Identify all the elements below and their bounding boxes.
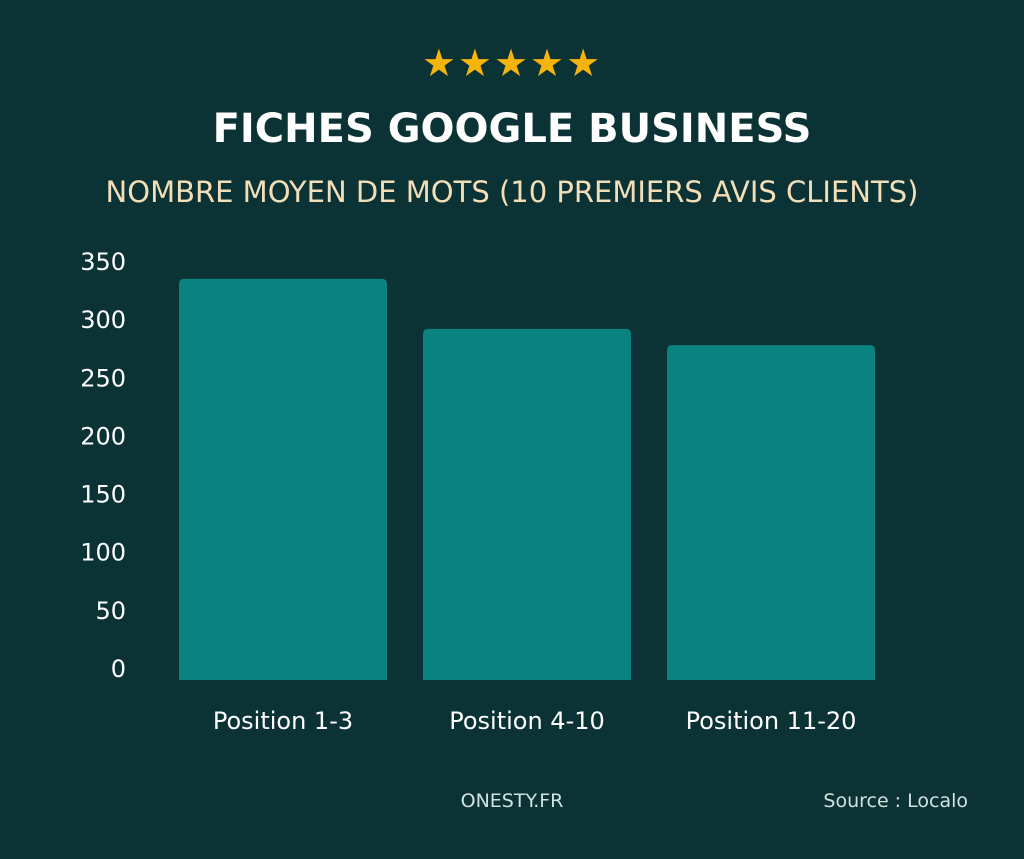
source-credit: Source : Localo [823,790,968,812]
bar [423,328,631,680]
bar [179,278,387,680]
bar-chart: 0 50 100 150 200 250 300 350 Position 1-3 Positio… [80,248,875,735]
x-category-label: Position 11-20 [686,707,857,735]
rating-stars-icon: ★★★★★ [421,41,603,85]
y-tick-label: 350 [80,248,126,276]
y-tick-label: 300 [80,306,126,334]
brand-footer: ONESTY.FR [460,790,564,812]
y-tick-label: 0 [111,655,126,683]
y-tick-label: 250 [80,364,126,392]
x-category-label: Position 1-3 [213,707,353,735]
bar [667,345,875,680]
y-tick-label: 150 [80,481,126,509]
chart-subtitle: NOMBRE MOYEN DE MOTS (10 PREMIERS AVIS C… [105,175,919,209]
y-tick-label: 200 [80,422,126,450]
chart-title: FICHES GOOGLE BUSINESS [212,106,812,152]
y-tick-label: 50 [95,597,126,625]
y-tick-label: 100 [80,539,126,567]
x-category-label: Position 4-10 [449,707,605,735]
